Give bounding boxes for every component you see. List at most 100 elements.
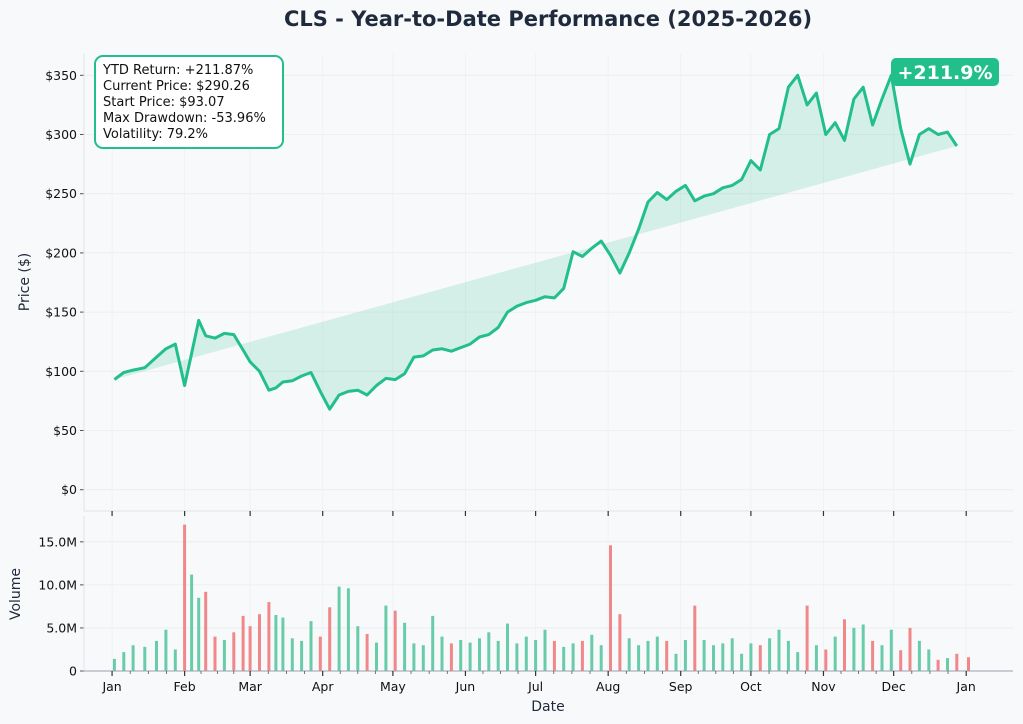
volume-bar: [627, 638, 631, 671]
volume-bar: [580, 640, 584, 671]
volume-bar: [852, 627, 856, 671]
volume-bar: [487, 632, 491, 672]
chart-title: CLS - Year-to-Date Performance (2025-202…: [284, 7, 812, 31]
volume-bar: [740, 653, 744, 671]
stats-ytd-return: YTD Return: +211.87%: [102, 63, 253, 78]
volume-bar: [693, 605, 697, 671]
volume-bar: [449, 643, 453, 671]
volume-bar: [412, 643, 416, 671]
volume-bar: [674, 653, 678, 671]
volume-bar: [955, 653, 959, 671]
volume-bar: [571, 643, 575, 671]
volume-bar: [562, 646, 566, 671]
price-y-tick-label: $150: [45, 305, 77, 320]
volume-bar: [758, 645, 762, 671]
stats-max-drawdown: Max Drawdown: -53.96%: [103, 111, 266, 126]
x-tick-label: May: [380, 679, 406, 694]
volume-bar: [721, 643, 725, 671]
volume-bar: [786, 640, 790, 671]
volume-bar: [267, 602, 271, 671]
volume-bar: [683, 640, 687, 671]
volume-bar: [164, 629, 168, 671]
volume-bar: [777, 629, 781, 671]
volume-bar: [880, 645, 884, 671]
volume-bar: [796, 652, 800, 671]
volume-bar: [274, 615, 278, 671]
volume-bar: [543, 629, 547, 671]
volume-y-tick-label: 15.0M: [38, 534, 77, 549]
volume-bar: [908, 627, 912, 671]
volume-bar: [899, 650, 903, 671]
volume-bar: [833, 636, 837, 671]
volume-bar: [496, 640, 500, 671]
volume-bar: [431, 615, 435, 671]
volume-bar: [222, 640, 226, 671]
stats-box-frame: [94, 55, 284, 149]
volume-bar: [871, 640, 875, 671]
return-badge-background: [891, 58, 999, 86]
volume-bar: [917, 640, 921, 671]
volume-bar: [478, 638, 481, 671]
volume-bar: [173, 649, 177, 671]
volume-y-tick-label: 10.0M: [38, 577, 77, 592]
volume-y-tick-label: 5.0M: [46, 620, 77, 635]
volume-bar: [328, 607, 332, 671]
x-tick-label: Dec: [882, 679, 906, 694]
volume-bar: [468, 642, 472, 671]
volume-bar: [637, 645, 641, 671]
volume-bar: [281, 617, 285, 671]
volume-bar: [552, 640, 556, 671]
volume-bar: [590, 634, 594, 671]
x-tick-label: Sep: [669, 679, 693, 694]
volume-bar: [927, 649, 931, 671]
volume-bar: [346, 588, 350, 671]
price-y-tick-label: $0: [61, 482, 77, 497]
volume-bar: [702, 640, 706, 671]
volume-bar: [190, 574, 194, 671]
return-badge: +211.9%: [891, 58, 999, 86]
x-tick-label: Jul: [527, 679, 543, 694]
volume-bar: [655, 636, 659, 671]
x-tick-label: Jan: [956, 679, 976, 694]
stats-box: YTD Return: +211.87% Current Price: $290…: [94, 55, 284, 149]
volume-bar: [290, 638, 294, 671]
volume-y-tick-label: 0: [69, 664, 77, 679]
x-tick-label: Jun: [455, 679, 476, 694]
volume-bar: [889, 629, 893, 671]
x-tick-label: Jan: [101, 679, 121, 694]
volume-bar: [814, 645, 818, 671]
stats-current-price: Current Price: $290.26: [103, 79, 250, 94]
x-tick-label: Oct: [740, 679, 762, 694]
volume-bar: [204, 591, 208, 671]
volume-bar: [112, 658, 116, 671]
volume-bar: [861, 624, 865, 671]
volume-bar: [122, 652, 126, 671]
price-y-tick-label: $250: [45, 186, 77, 201]
volume-bar: [843, 619, 846, 671]
volume-bar: [143, 646, 147, 671]
price-y-tick-label: $100: [45, 364, 77, 379]
stats-volatility: Volatility: 79.2%: [103, 127, 208, 142]
volume-bar: [309, 621, 313, 671]
volume-bar: [515, 643, 519, 671]
volume-bar: [248, 626, 252, 671]
volume-bar: [665, 640, 669, 671]
volume-bar: [258, 614, 261, 671]
volume-bar: [197, 597, 201, 671]
volume-bar: [646, 640, 650, 671]
price-y-tick-label: $350: [45, 68, 77, 83]
price-y-tick-label: $50: [53, 423, 77, 438]
volume-bar: [384, 605, 388, 671]
volume-bar: [749, 643, 753, 671]
volume-bar: [131, 645, 135, 671]
volume-bar: [241, 615, 245, 671]
return-badge-label: +211.9%: [897, 62, 992, 84]
volume-bar: [805, 605, 809, 671]
volume-bar: [183, 524, 187, 671]
volume-bar: [365, 634, 369, 671]
volume-bar: [599, 645, 603, 671]
volume-bar: [768, 638, 772, 671]
x-tick-label: Feb: [174, 679, 196, 694]
